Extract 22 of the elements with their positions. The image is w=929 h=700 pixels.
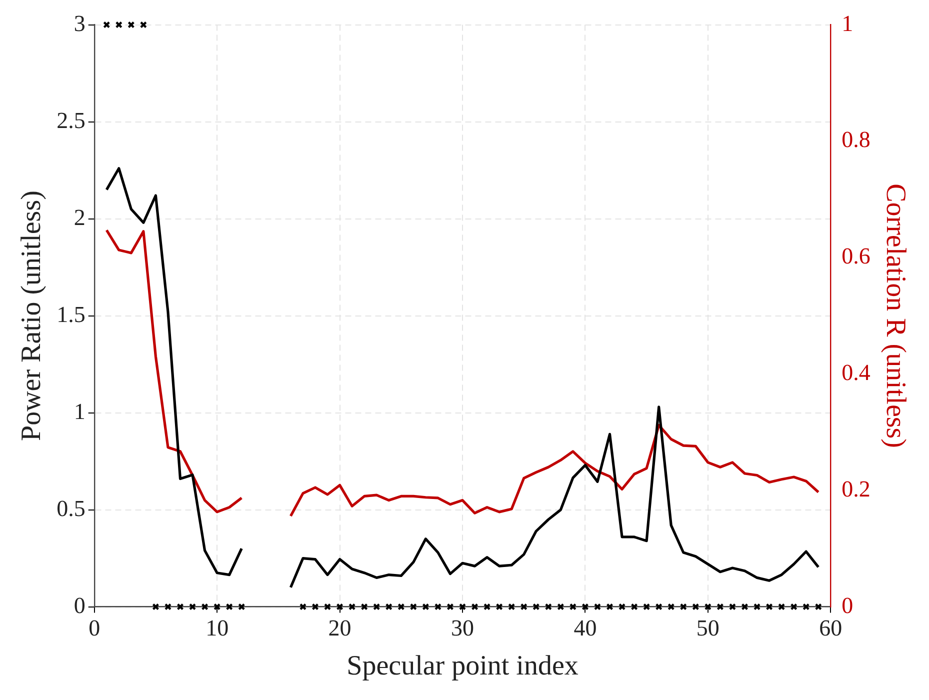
y2-tick-label: 0: [842, 592, 854, 618]
x-tick-label: 30: [451, 616, 474, 641]
x-axis-title: Specular point index: [346, 650, 578, 682]
x-tick-label: 50: [696, 616, 720, 641]
y-tick-label: 1.5: [56, 302, 86, 327]
y-tick-label: 3: [74, 10, 86, 36]
y2-tick-label: 0.2: [842, 476, 870, 502]
x-tick-label: 60: [819, 616, 842, 641]
y-tick-label: 1: [74, 398, 86, 424]
y2-tick-label: 0.6: [842, 244, 870, 269]
y-tick-label: 2.5: [56, 108, 86, 133]
y-tick-label: 0.5: [56, 496, 86, 521]
y-tick-label: 2: [74, 204, 86, 230]
x-tick-label: 40: [574, 616, 597, 641]
y2-tick-label: 0.4: [842, 360, 871, 386]
x-tick-label: 20: [328, 616, 352, 641]
x-tick-label: 10: [206, 616, 229, 641]
y2-tick-label: 0.8: [842, 127, 870, 152]
y-axis-title: Power Ratio (unitless): [16, 190, 48, 442]
y-tick-label: 0: [74, 592, 86, 618]
y2-axis-title: Correlation R (unitless): [880, 184, 911, 448]
y2-tick-label: 1: [842, 10, 854, 36]
